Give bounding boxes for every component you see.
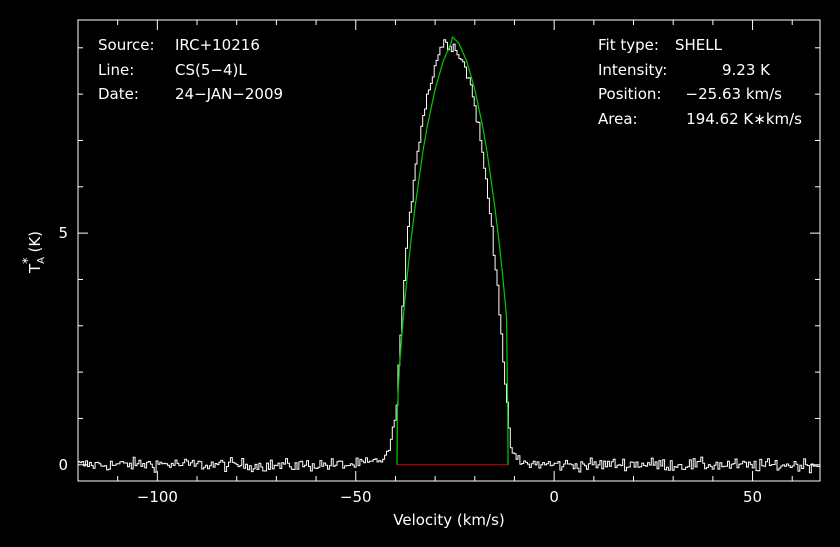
y-tick-label: 5 [58,224,68,242]
y-tick-label: 0 [58,456,68,474]
info-date-value: 24−JAN−2009 [175,85,283,103]
info-source-value: IRC+10216 [175,36,260,54]
x-tick-label: 50 [743,488,762,506]
y-axis-superscript: * [21,257,36,264]
series-fit-line [396,35,509,465]
info-intensity-key: Intensity: [598,61,667,79]
x-tick-labels: −100 −50 0 50 [137,488,762,506]
y-axis-subscript: A [36,257,47,264]
x-tick-label: −50 [340,488,372,506]
info-date-key: Date: [98,85,139,103]
info-position-value: −25.63 km/s [686,85,783,103]
info-source-key: Source: [98,36,155,54]
x-tick-label: 0 [549,488,559,506]
plot-frame [77,19,821,482]
info-line-key: Line: [98,61,134,79]
axis-ticks [77,20,820,481]
series-group [78,35,820,474]
info-fit-type-value: SHELL [675,36,723,54]
series-spectrum-line [78,39,820,474]
info-line-value: CS(5−4)L [175,61,247,79]
x-axis-label: Velocity (km/s) [393,511,504,529]
y-axis-unit: (K) [26,231,44,253]
x-tick-label: −100 [137,488,178,506]
info-right-panel: Fit type: SHELL Intensity: 9.23 K Positi… [598,36,802,128]
info-area-value: 194.62 K∗km/s [686,110,802,128]
y-axis-symbol: T [26,263,44,274]
info-left-panel: Source: IRC+10216 Line: CS(5−4)L Date: 2… [98,36,283,103]
y-axis-label: TA* (K) [21,231,47,274]
info-fit-type-key: Fit type: [598,36,659,54]
y-tick-labels: 05 [58,224,68,474]
info-area-key: Area: [598,110,638,128]
info-intensity-value: 9.23 K [722,61,771,79]
info-position-key: Position: [598,85,661,103]
